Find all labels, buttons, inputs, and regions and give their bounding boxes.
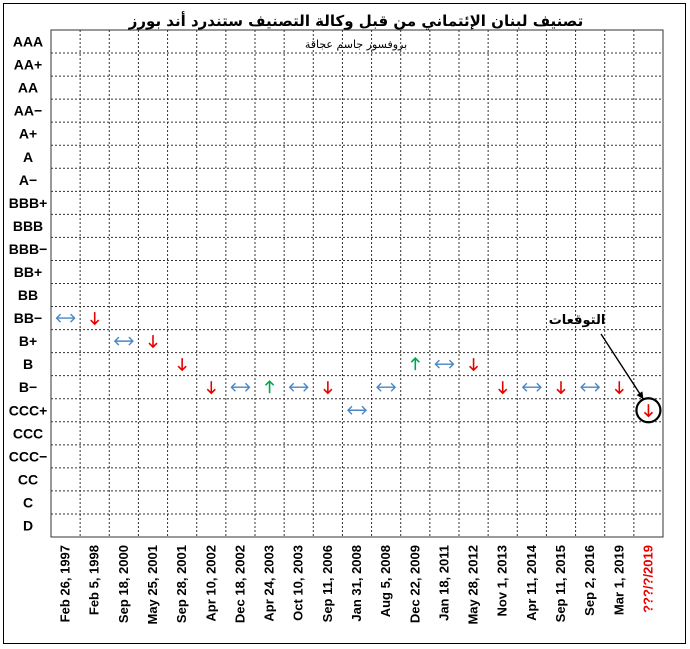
marker-stable-arrow-icon — [55, 313, 76, 323]
y-tick-label-a-minus: A− — [19, 172, 37, 188]
x-tick-label: Mar 1, 2019 — [611, 545, 626, 615]
marker-stable-arrow-icon — [580, 382, 601, 392]
x-tick-label: Jan 18, 2011 — [436, 545, 451, 621]
forecast-circle — [635, 397, 662, 424]
marker-down-arrow-icon — [90, 312, 100, 326]
y-tick-label-b-minusplus: B+ — [19, 333, 37, 349]
y-tick-label-bbb-minus: BBB− — [9, 241, 48, 257]
annotation-arrow — [600, 333, 645, 400]
x-tick-label: Feb 26, 1997 — [58, 545, 73, 622]
x-tick-label: May 28, 2012 — [466, 545, 481, 625]
x-tick-label: ???/?/2019 — [640, 545, 655, 613]
y-tick-label-c: C — [23, 494, 33, 510]
marker-stable-arrow-icon — [113, 336, 134, 346]
x-axis-labels: Feb 26, 1997 Feb 5, 1998 Sep 18, 2000 May 2… — [58, 544, 656, 624]
y-tick-label-aaa: AAA — [13, 34, 43, 50]
chart-subtitle: بروفسور جاسم عجاقة — [305, 38, 407, 51]
x-tick-label: Aug 5, 2008 — [378, 545, 393, 617]
marker-stable-arrow-icon — [347, 405, 367, 415]
marker-down-arrow-icon — [498, 381, 508, 395]
x-tick-label: Apr 10, 2002 — [203, 545, 218, 622]
marker-down-arrow-icon — [148, 335, 158, 349]
y-tick-label-ccc-minus: CCC− — [9, 448, 48, 464]
y-tick-label-a: A — [23, 149, 33, 165]
y-tick-label-aa-minus: AA− — [14, 103, 42, 119]
y-tick-label-bbb: BBB — [13, 218, 43, 234]
y-tick-label-b-minus: B− — [19, 379, 37, 395]
marker-down-arrow-icon — [177, 358, 187, 372]
x-tick-label: Apr 11, 2014 — [524, 544, 539, 621]
x-tick-label: Sep 11, 2006 — [320, 545, 335, 622]
grid — [50, 29, 664, 538]
marker-up-arrow-icon — [410, 357, 420, 371]
marker-stable-arrow-icon — [288, 382, 309, 392]
chart-title: تصنيف لبنان الإئتماني من قبل وكالة التصن… — [128, 11, 583, 30]
marker-up-arrow-icon — [265, 380, 275, 394]
y-tick-label-bb-minusplus: BB+ — [14, 264, 42, 280]
marker-stable-arrow-icon — [230, 382, 251, 392]
y-tick-label-bbb-minusplus: BBB+ — [9, 195, 48, 211]
marker-stable-arrow-icon — [376, 382, 397, 392]
x-tick-label: Sep 18, 2000 — [116, 545, 131, 623]
marker-down-arrow-icon — [323, 381, 333, 395]
x-tick-label: Feb 5, 1998 — [87, 545, 102, 615]
y-tick-label-d: D — [23, 517, 33, 533]
y-tick-label-b: B — [23, 356, 33, 372]
y-tick-label-ccc: CCC — [13, 425, 43, 441]
x-tick-label: Sep 2, 2016 — [582, 545, 597, 616]
marker-down-arrow-icon — [556, 381, 566, 395]
forecast-annotation: التوقعات — [549, 313, 645, 400]
y-tick-label-a-minusplus: A+ — [19, 126, 37, 142]
x-tick-label: Jan 31, 2008 — [349, 545, 364, 622]
rating-markers — [55, 312, 662, 424]
x-tick-label: Nov 1, 2013 — [495, 545, 510, 617]
y-tick-label-aa: AA — [18, 80, 38, 96]
marker-down-arrow-icon — [469, 358, 479, 372]
annotation-arrowhead — [636, 391, 644, 400]
x-tick-label: May 25, 2001 — [145, 545, 160, 625]
y-tick-label-aa-minusplus: AA+ — [14, 57, 42, 73]
forecast-annotation-label: التوقعات — [549, 313, 606, 328]
x-tick-label: Oct 10, 2003 — [291, 545, 306, 621]
y-tick-label-bb-minus: BB− — [14, 310, 42, 326]
x-tick-label: Apr 24, 2003 — [262, 545, 277, 622]
y-tick-label-cc: CC — [18, 471, 38, 487]
x-tick-label: Sep 11, 2015 — [553, 545, 568, 622]
marker-down-arrow-icon — [643, 404, 653, 418]
marker-stable-arrow-icon — [434, 359, 455, 369]
x-tick-label: Dec 18, 2002 — [232, 545, 247, 623]
y-tick-label-ccc-minusplus: CCC+ — [9, 402, 48, 418]
y-tick-label-bb: BB — [18, 287, 38, 303]
marker-down-arrow-icon — [614, 381, 624, 395]
marker-down-arrow-icon — [206, 381, 216, 395]
x-tick-label: Dec 22, 2009 — [407, 545, 422, 623]
y-axis-labels: AAAAA+AAAA−A+AA−BBB+BBBBBB−BB+BBBB−B+BB−… — [9, 34, 48, 534]
x-tick-label: Sep 28, 2001 — [174, 545, 189, 623]
marker-stable-arrow-icon — [521, 382, 542, 392]
chart-frame — [3, 3, 686, 644]
